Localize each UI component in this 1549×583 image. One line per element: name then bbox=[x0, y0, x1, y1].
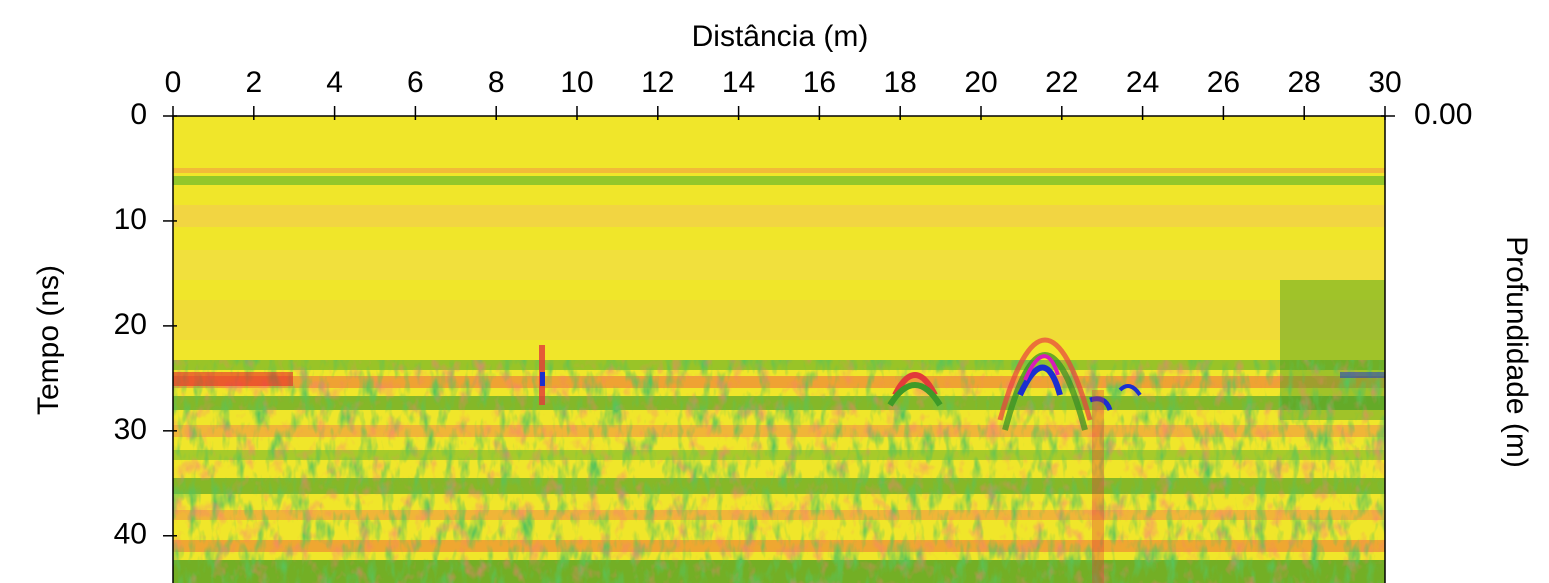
y-tick-label: 30 bbox=[114, 413, 147, 446]
x-tick-label: 2 bbox=[245, 66, 262, 99]
x-tick-label: 4 bbox=[326, 66, 343, 99]
y-tick-label: 0 bbox=[130, 98, 147, 131]
x-tick-label: 20 bbox=[964, 66, 997, 99]
y2-tick-label: 0.00 bbox=[1414, 98, 1472, 131]
x-tick-label: 28 bbox=[1288, 66, 1321, 99]
y-tick-label: 40 bbox=[114, 518, 147, 551]
x-tick-label: 6 bbox=[407, 66, 424, 99]
x-tick-label: 14 bbox=[722, 66, 755, 99]
x-axis-title: Distância (m) bbox=[692, 20, 869, 53]
x-tick-label: 0 bbox=[165, 66, 182, 99]
y-tick-label: 20 bbox=[114, 308, 147, 341]
x-tick-label: 16 bbox=[803, 66, 836, 99]
x-tick-label: 18 bbox=[884, 66, 917, 99]
x-tick-label: 24 bbox=[1126, 66, 1159, 99]
x-tick-label: 22 bbox=[1045, 66, 1078, 99]
x-tick-label: 30 bbox=[1368, 66, 1401, 99]
radargram-image bbox=[173, 116, 1385, 583]
x-tick-label: 8 bbox=[488, 66, 505, 99]
y-tick-label: 10 bbox=[114, 203, 147, 236]
x-tick-label: 12 bbox=[641, 66, 674, 99]
x-tick-label: 10 bbox=[560, 66, 593, 99]
x-tick-label: 26 bbox=[1207, 66, 1240, 99]
y2-axis-title: Profundidade (m) bbox=[1500, 236, 1533, 468]
y-axis-title: Tempo (ns) bbox=[32, 265, 65, 415]
